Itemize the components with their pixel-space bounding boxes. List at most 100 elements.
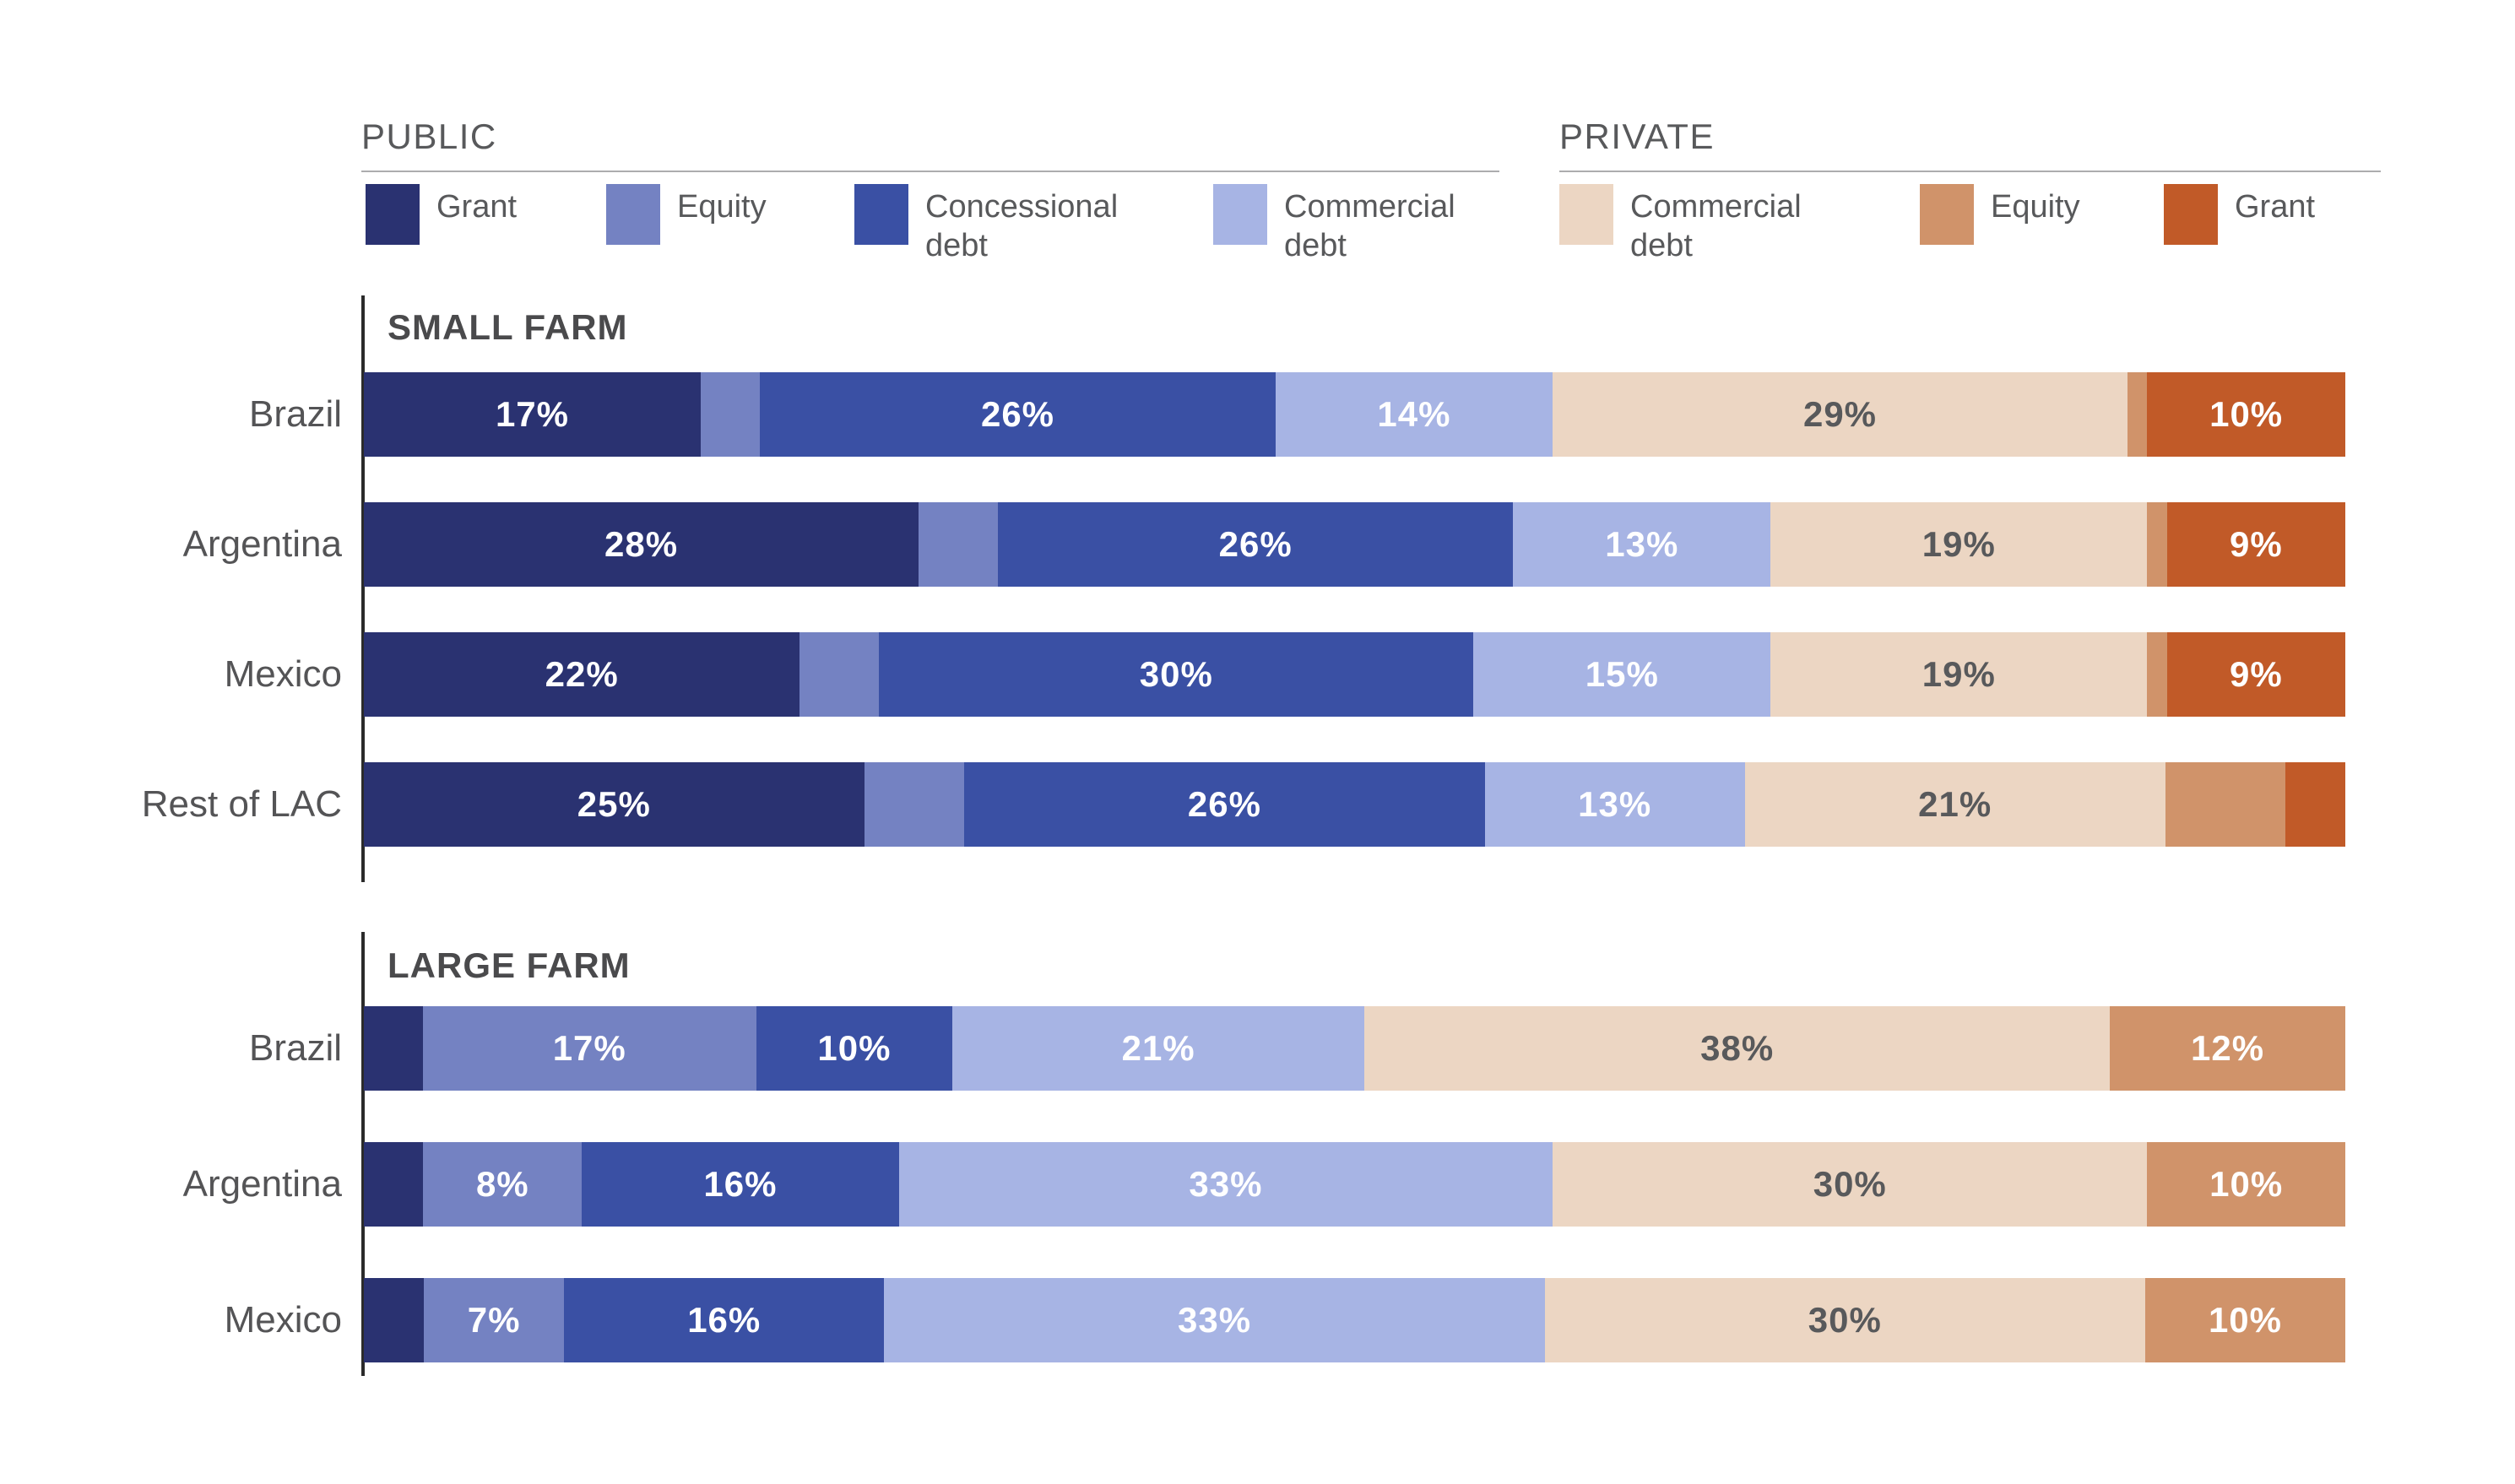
stacked-bar: 22% 30% 15% 19% 9%	[364, 632, 2345, 717]
segment-public-grant: 28%	[364, 502, 919, 587]
legend-item-concessional-debt: Concessional debt	[854, 184, 1149, 265]
legend-item-public-commercial-debt: Commercial debt	[1213, 184, 1499, 265]
segment-concessional-debt: 16%	[582, 1142, 899, 1227]
segment-value-label: 9%	[2230, 524, 2283, 564]
segment-value-label: 28%	[604, 524, 679, 564]
segment-private-equity	[2147, 502, 2167, 587]
public-commercial-debt-swatch	[1213, 184, 1267, 245]
segment-public-grant	[364, 1006, 423, 1091]
legend-items-public: Grant Equity Concessional debt Commercia…	[361, 172, 1499, 316]
segment-private-grant	[2285, 762, 2345, 847]
segment-private-equity: 10%	[2144, 1278, 2346, 1362]
segment-public-grant	[364, 1278, 425, 1362]
segment-private-commercial-debt: 19%	[1770, 502, 2148, 587]
bar-row-mexico: Mexico 22% 30% 15% 19% 9%	[0, 632, 2345, 717]
segment-value-label: 10%	[2208, 1300, 2282, 1340]
category-label: Rest of LAC	[141, 783, 342, 825]
legend-group-public: PUBLIC Grant Equity Concessional debt Co…	[361, 116, 1499, 316]
private-commercial-debt-swatch	[1559, 184, 1613, 245]
segment-value-label: 10%	[817, 1028, 892, 1068]
category-label: Mexico	[224, 1299, 342, 1340]
large-farm-chart: LARGE FARM Brazil 17% 10% 21% 38% 12% Argentin…	[0, 932, 2515, 1413]
segment-public-equity: 17%	[422, 1006, 756, 1091]
segment-public-equity	[799, 632, 880, 717]
large-farm-rows: Brazil 17% 10% 21% 38% 12% Argentina 8% 16% 33% 30…	[0, 1006, 2346, 1414]
segment-private-commercial-debt: 30%	[1544, 1278, 2145, 1362]
segment-value-label: 21%	[1121, 1028, 1195, 1068]
segment-public-grant: 17%	[364, 372, 701, 457]
legend-items-private: Commercial debt Equity Grant	[1559, 172, 2381, 316]
segment-value-label: 10%	[2209, 1164, 2284, 1204]
large-farm-axis-line	[361, 932, 365, 1376]
segment-value-label: 25%	[577, 784, 651, 824]
segment-value-label: 21%	[1918, 784, 1992, 824]
segment-value-label: 29%	[1802, 394, 1878, 434]
legend-label: Equity	[677, 189, 767, 225]
small-farm-axis-line	[361, 295, 365, 882]
public-grant-swatch	[366, 184, 420, 245]
segment-value-label: 19%	[1921, 654, 1996, 694]
segment-public-commercial-debt: 33%	[884, 1278, 1545, 1362]
segment-private-equity	[2127, 372, 2148, 457]
legend-item-private-commercial-debt: Commercial debt	[1559, 184, 1854, 265]
segment-value-label: 30%	[1139, 654, 1213, 694]
category-label: Mexico	[224, 653, 342, 695]
legend-item-public-grant: Grant	[366, 184, 517, 245]
category-label: Brazil	[248, 1027, 342, 1069]
segment-value-label: 16%	[687, 1300, 762, 1340]
bar-row-rest-of-lac: Rest of LAC 25% 26% 13% 21%	[0, 762, 2345, 847]
legend-label: Grant	[2235, 189, 2316, 225]
segment-public-grant: 22%	[364, 632, 800, 717]
segment-private-equity	[2165, 762, 2285, 847]
segment-value-label: 17%	[495, 394, 570, 434]
segment-value-label: 17%	[552, 1028, 626, 1068]
segment-value-label: 33%	[1189, 1164, 1263, 1204]
segment-public-commercial-debt: 15%	[1473, 632, 1771, 717]
segment-public-commercial-debt: 13%	[1513, 502, 1771, 587]
segment-value-label: 15%	[1585, 654, 1659, 694]
segment-public-equity: 8%	[423, 1142, 583, 1227]
segment-value-label: 13%	[1578, 784, 1652, 824]
segment-value-label: 7%	[467, 1300, 521, 1340]
bar-row-argentina: Argentina 8% 16% 33% 30% 10%	[0, 1142, 2345, 1227]
segment-concessional-debt: 30%	[879, 632, 1474, 717]
large-farm-title: LARGE FARM	[388, 945, 631, 985]
segment-value-label: 30%	[1813, 1164, 1887, 1204]
segment-public-commercial-debt: 13%	[1484, 762, 1745, 847]
stacked-bar: 8% 16% 33% 30% 10%	[364, 1142, 2345, 1227]
segment-public-equity: 7%	[424, 1278, 565, 1362]
private-equity-swatch	[1920, 184, 1974, 245]
legend-rule-private	[1559, 171, 2381, 172]
segment-value-label: 19%	[1921, 524, 1996, 564]
segment-value-label: 26%	[1218, 524, 1293, 564]
segment-private-grant: 9%	[2166, 632, 2345, 717]
segment-value-label: 16%	[703, 1164, 778, 1204]
legend-group-private: PRIVATE Commercial debt Equity Grant	[1559, 116, 2381, 316]
segment-value-label: 33%	[1178, 1300, 1252, 1340]
category-label: Argentina	[182, 523, 342, 565]
segment-public-grant	[364, 1142, 424, 1227]
segment-private-commercial-debt: 19%	[1770, 632, 2148, 717]
segment-concessional-debt: 16%	[564, 1278, 885, 1362]
segment-value-label: 26%	[1187, 784, 1261, 824]
bar-row-brazil: Brazil 17% 26% 14% 29% 10%	[0, 372, 2345, 457]
segment-concessional-debt: 10%	[756, 1006, 953, 1091]
segment-public-commercial-debt: 14%	[1275, 372, 1553, 457]
segment-private-equity: 10%	[2147, 1142, 2345, 1227]
segment-private-grant: 9%	[2166, 502, 2345, 587]
segment-value-label: 14%	[1377, 394, 1451, 434]
segment-value-label: 38%	[1700, 1028, 1775, 1068]
bar-row-mexico: Mexico 7% 16% 33% 30% 10%	[0, 1278, 2346, 1362]
concessional-debt-swatch	[854, 184, 908, 245]
category-label: Argentina	[182, 1163, 342, 1205]
legend-rule-public	[361, 171, 1499, 172]
legend-item-private-equity: Equity	[1920, 184, 2080, 245]
category-label: Brazil	[248, 393, 342, 435]
segment-private-commercial-debt: 38%	[1364, 1006, 2111, 1091]
segment-concessional-debt: 26%	[760, 372, 1276, 457]
legend-title-public: PUBLIC	[361, 116, 497, 156]
segment-private-grant: 10%	[2147, 372, 2345, 457]
segment-private-commercial-debt: 21%	[1744, 762, 2165, 847]
segment-value-label: 8%	[475, 1164, 529, 1204]
